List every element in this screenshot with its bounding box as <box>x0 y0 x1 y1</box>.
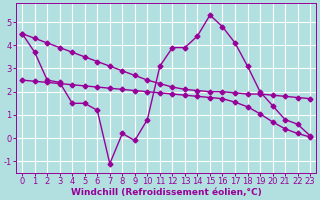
X-axis label: Windchill (Refroidissement éolien,°C): Windchill (Refroidissement éolien,°C) <box>71 188 261 197</box>
